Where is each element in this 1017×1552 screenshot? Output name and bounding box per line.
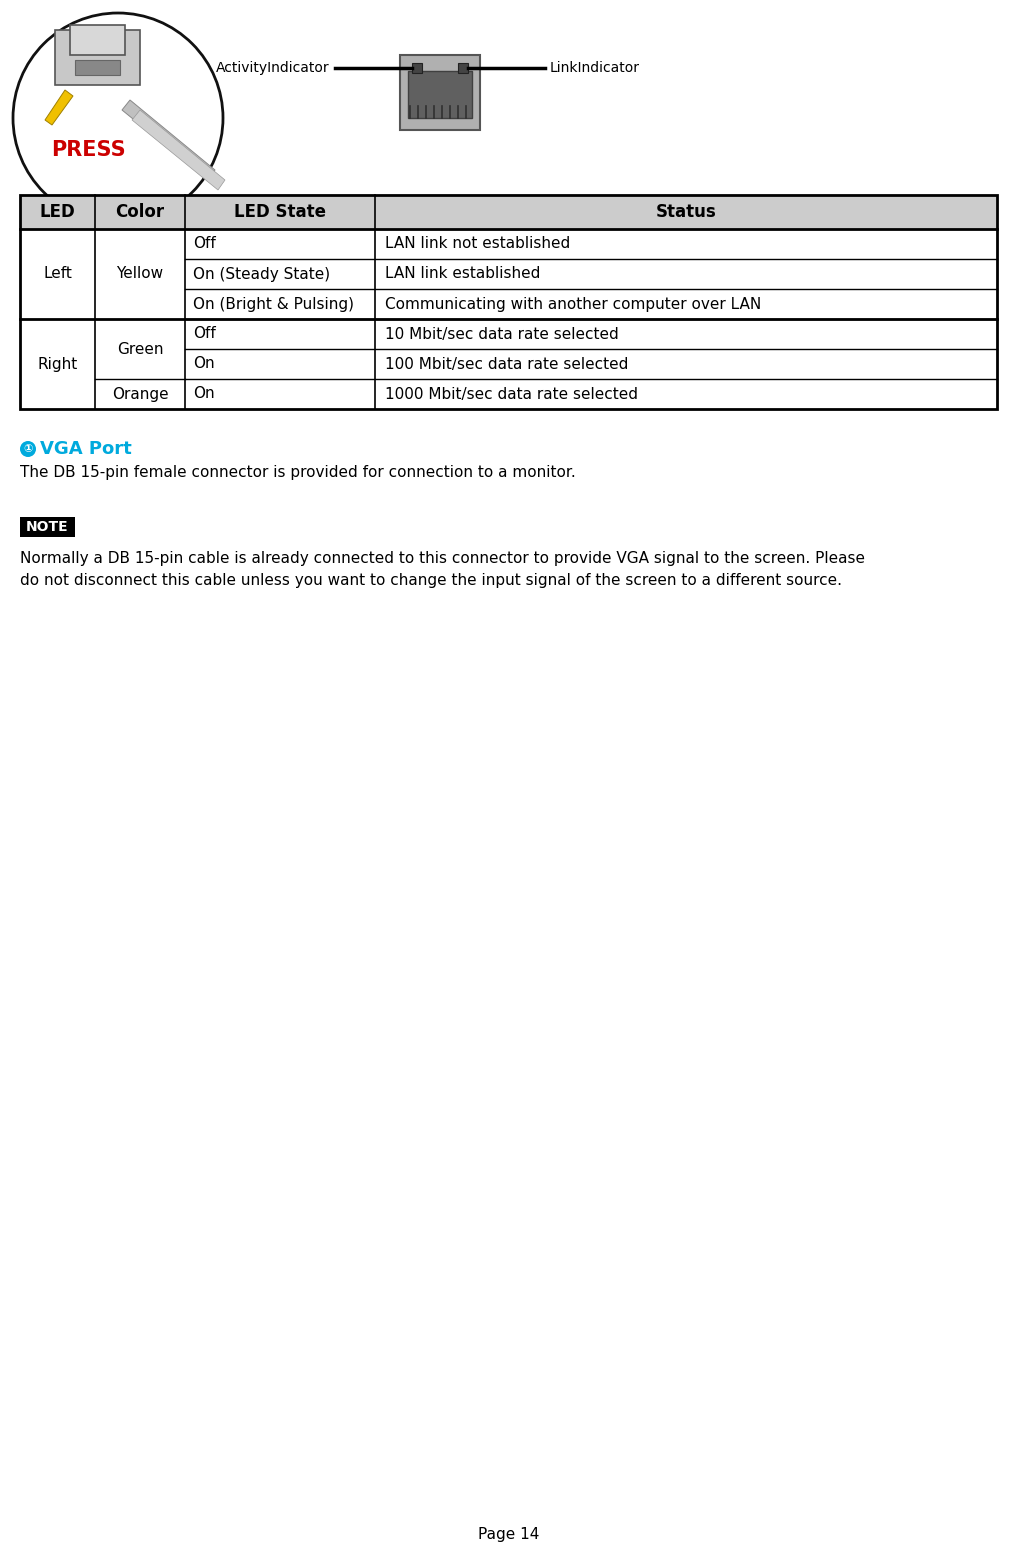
Text: Normally a DB 15-pin cable is already connected to this connector to provide VGA: Normally a DB 15-pin cable is already co… [20, 551, 865, 566]
FancyBboxPatch shape [75, 61, 120, 74]
Bar [20, 196, 997, 230]
Text: LED State: LED State [234, 203, 326, 220]
Text: Status: Status [656, 203, 716, 220]
Text: On (Steady State): On (Steady State) [193, 267, 331, 281]
Text: Orange: Orange [112, 386, 168, 402]
Text: VGA Port: VGA Port [40, 441, 132, 458]
Text: LED: LED [40, 203, 75, 220]
Text: 1000 Mbit/sec data rate selected: 1000 Mbit/sec data rate selected [385, 386, 638, 402]
Polygon shape [132, 110, 225, 189]
Text: Color: Color [116, 203, 165, 220]
Text: Page 14: Page 14 [478, 1527, 539, 1543]
Text: On: On [193, 386, 215, 402]
Text: Green: Green [117, 341, 164, 357]
Text: LAN link established: LAN link established [385, 267, 540, 281]
Text: ActivityIndicator: ActivityIndicator [217, 61, 330, 74]
Text: do not disconnect this cable unless you want to change the input signal of the s: do not disconnect this cable unless you … [20, 574, 842, 588]
Text: Left: Left [43, 267, 72, 281]
Text: ①: ① [23, 444, 33, 455]
FancyBboxPatch shape [55, 29, 140, 85]
Text: The DB 15-pin female connector is provided for connection to a monitor.: The DB 15-pin female connector is provid… [20, 466, 576, 481]
FancyBboxPatch shape [408, 71, 472, 118]
Bar [20, 517, 75, 537]
Bar [412, 64, 422, 73]
Circle shape [20, 441, 36, 456]
Text: Communicating with another computer over LAN: Communicating with another computer over… [385, 296, 762, 312]
FancyBboxPatch shape [70, 25, 125, 54]
FancyBboxPatch shape [400, 54, 480, 130]
Text: Off: Off [193, 236, 216, 251]
Text: Right: Right [38, 357, 77, 371]
Text: LAN link not established: LAN link not established [385, 236, 571, 251]
Bar [458, 64, 468, 73]
Polygon shape [45, 90, 73, 126]
Text: LinkIndicator: LinkIndicator [550, 61, 640, 74]
Text: On: On [193, 357, 215, 371]
Text: 10 Mbit/sec data rate selected: 10 Mbit/sec data rate selected [385, 326, 618, 341]
Text: On (Bright & Pulsing): On (Bright & Pulsing) [193, 296, 354, 312]
Text: Yellow: Yellow [116, 267, 164, 281]
Text: NOTE: NOTE [26, 520, 69, 534]
Text: 100 Mbit/sec data rate selected: 100 Mbit/sec data rate selected [385, 357, 629, 371]
Bar [20, 196, 997, 410]
Polygon shape [122, 99, 215, 180]
Text: PRESS: PRESS [51, 140, 125, 160]
Text: Off: Off [193, 326, 216, 341]
